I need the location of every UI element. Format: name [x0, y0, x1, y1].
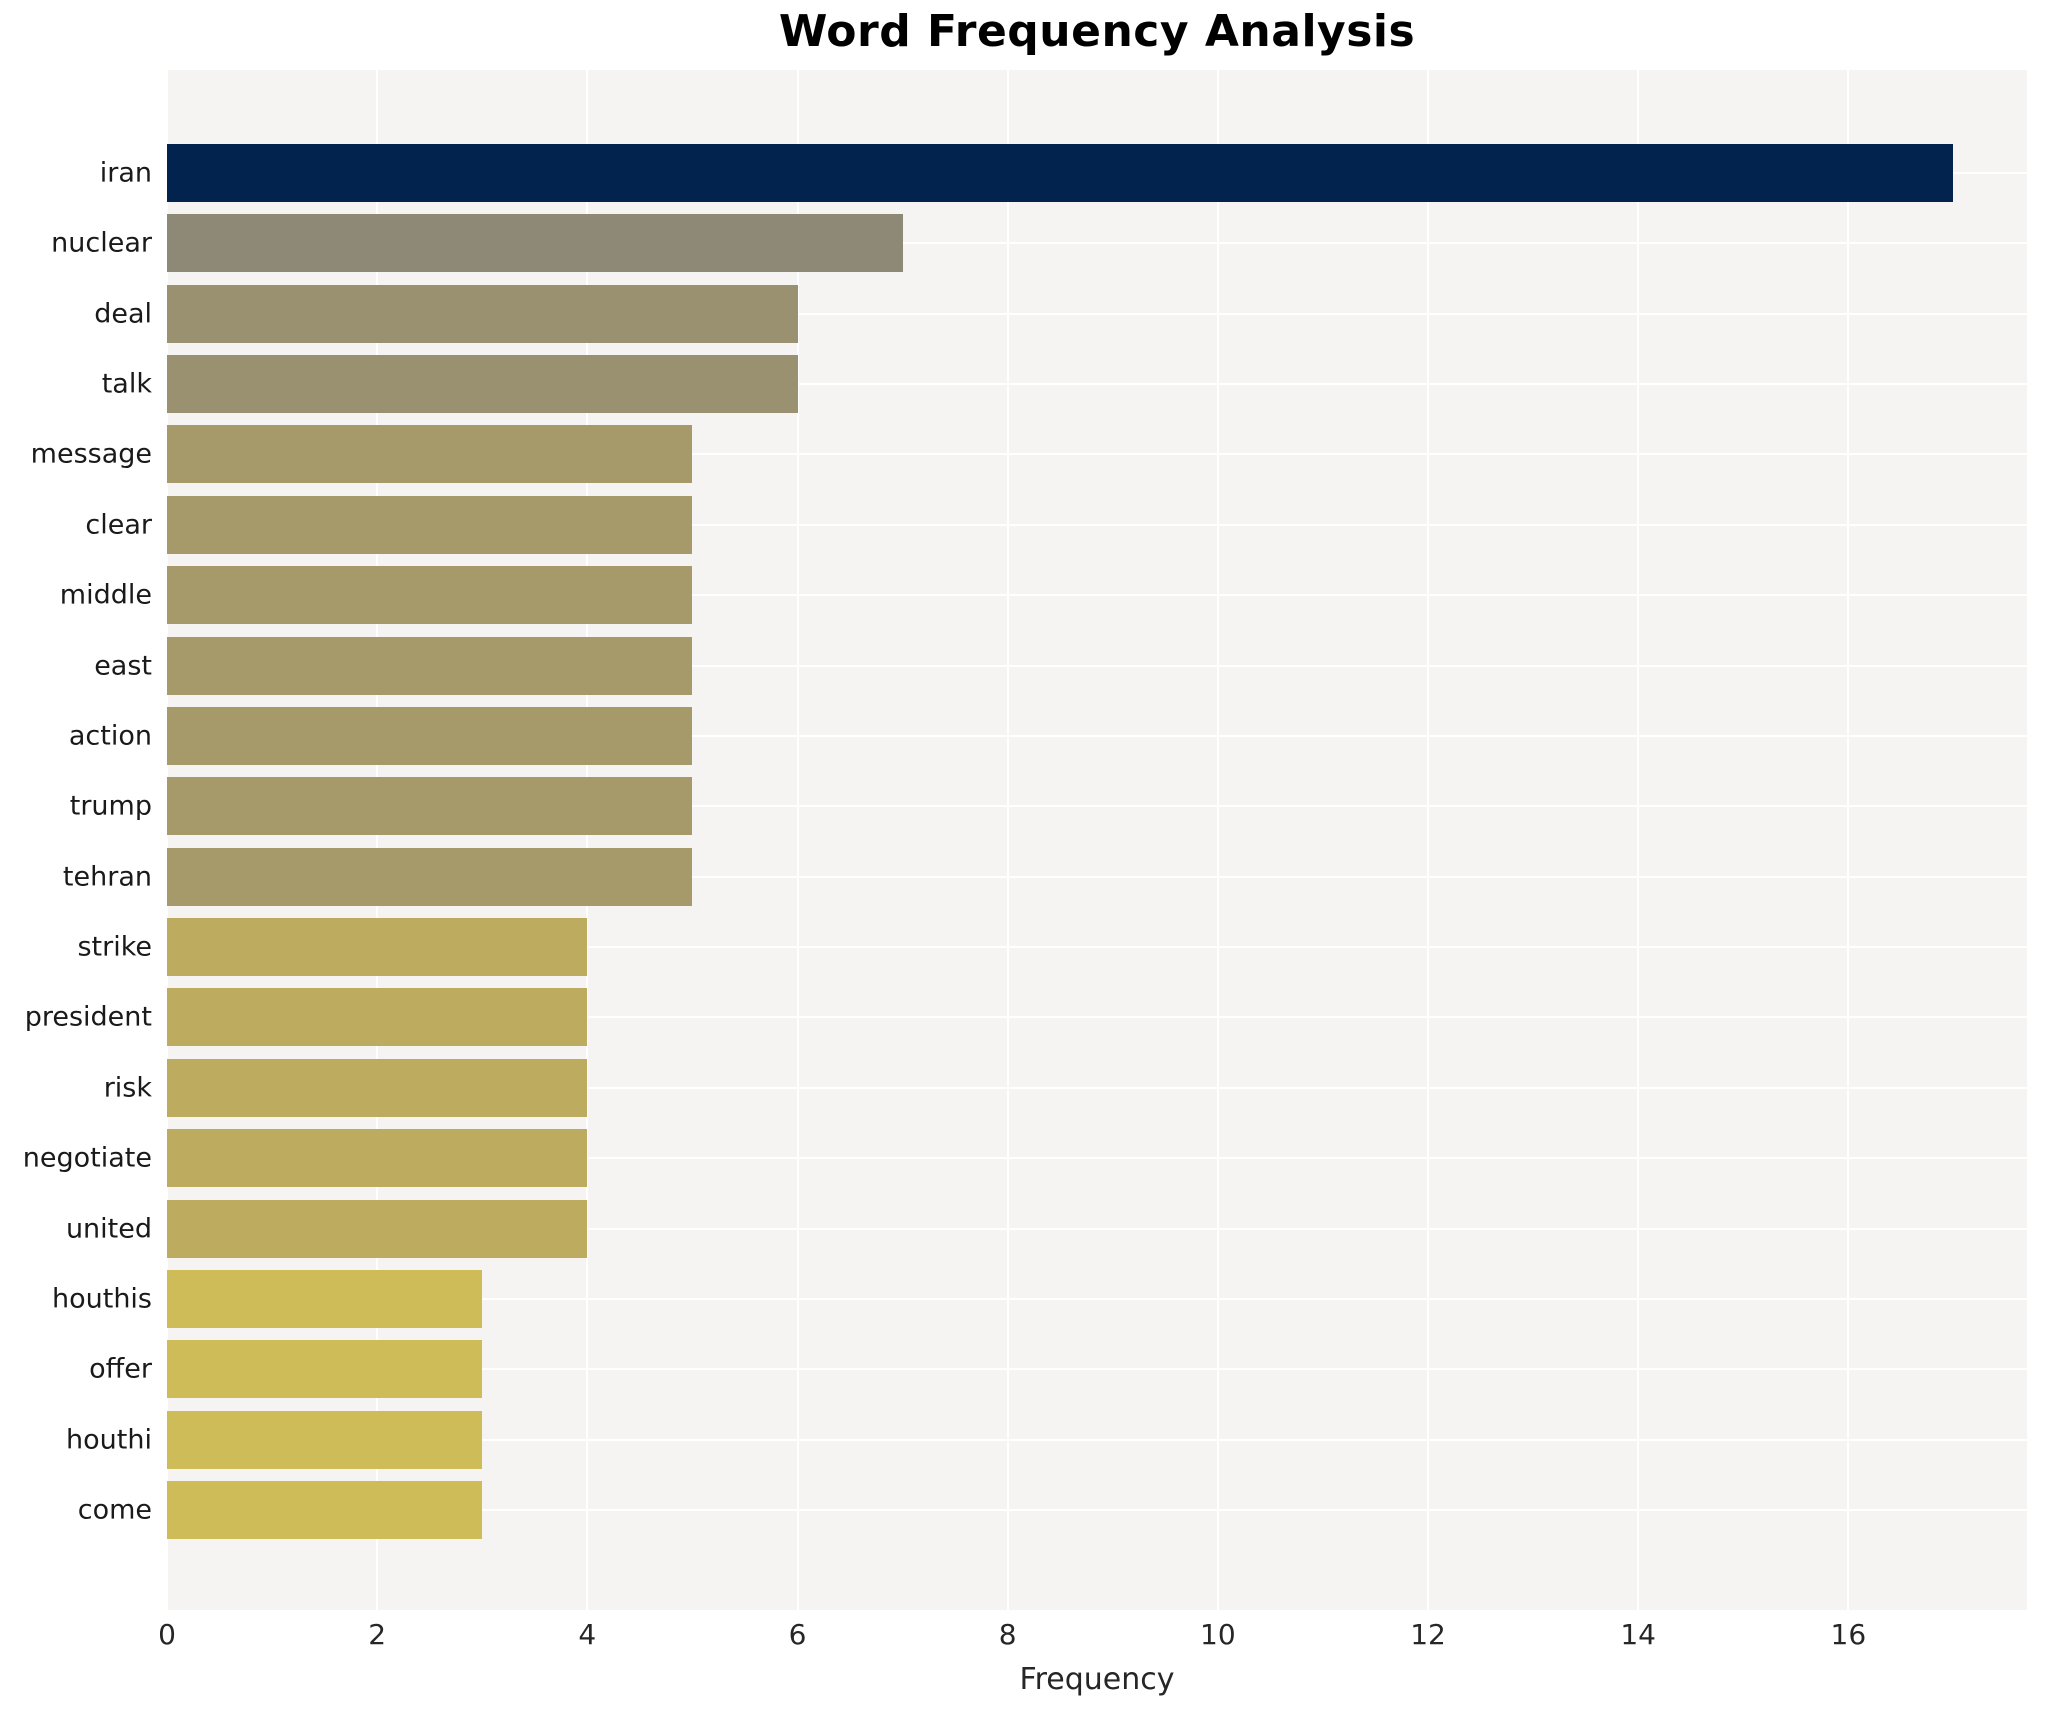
x-tick-label: 2 [368, 1618, 387, 1651]
bar-east [167, 636, 693, 695]
y-tick-label: deal [94, 298, 152, 330]
gridline-vertical [1427, 70, 1430, 1610]
bar-clear [167, 495, 693, 554]
gridline-horizontal [167, 1297, 2027, 1300]
y-tick-label: east [94, 650, 152, 682]
gridline-horizontal [167, 242, 2027, 245]
bar-risk [167, 1058, 588, 1117]
bar-united [167, 1199, 588, 1258]
gridline-horizontal [167, 1086, 2027, 1089]
gridline-horizontal [167, 312, 2027, 315]
plot-area [166, 70, 2027, 1610]
gridline-horizontal [167, 664, 2027, 667]
gridline-horizontal [167, 594, 2027, 597]
x-tick-label: 14 [1620, 1618, 1656, 1651]
bar-strike [167, 918, 588, 977]
y-tick-label: strike [77, 931, 152, 963]
y-tick-label: negotiate [22, 1142, 152, 1174]
gridline-horizontal [167, 1227, 2027, 1230]
chart-title: Word Frequency Analysis [778, 6, 1416, 57]
y-axis-labels: iran nuclear deal talk message clear middle eas… [0, 70, 152, 1610]
gridline-horizontal [167, 875, 2027, 878]
x-tick-label: 16 [1830, 1618, 1867, 1651]
bar-come [167, 1481, 483, 1539]
gridline-horizontal [167, 1509, 2027, 1511]
y-tick-label: clear [85, 509, 152, 541]
y-tick-label: houthi [66, 1424, 152, 1456]
x-axis-ticks: 0 2 4 6 8 10 12 14 16 [158, 1618, 2027, 1658]
x-tick-label: 4 [578, 1618, 597, 1651]
x-tick-label: 8 [998, 1618, 1017, 1651]
bar-president [167, 988, 588, 1047]
y-tick-label: risk [103, 1072, 152, 1104]
gridline-horizontal [167, 453, 2027, 456]
bar-offer [167, 1340, 483, 1399]
bar-houthis [167, 1269, 483, 1328]
y-tick-label: iran [99, 157, 152, 189]
bar-middle [167, 566, 693, 625]
gridline-vertical [376, 70, 379, 1610]
bar-message [167, 425, 693, 484]
gridline-horizontal [167, 946, 2027, 949]
gridline-vertical [1847, 70, 1850, 1610]
y-tick-label: action [68, 720, 152, 752]
bar-talk [167, 355, 798, 414]
bar-iran [167, 144, 1954, 202]
bar-negotiate [167, 1129, 588, 1188]
gridline-horizontal [167, 734, 2027, 737]
gridline-vertical [1637, 70, 1640, 1610]
gridline-horizontal [167, 1368, 2027, 1371]
bar-action [167, 706, 693, 765]
bar-trump [167, 777, 693, 836]
gridline-vertical [586, 70, 589, 1610]
gridline-horizontal [167, 1438, 2027, 1441]
y-tick-label: president [24, 1001, 152, 1033]
y-tick-label: message [30, 438, 152, 470]
gridline-vertical [796, 70, 799, 1610]
gridline-horizontal [167, 1157, 2027, 1160]
gridline-horizontal [167, 383, 2027, 386]
x-tick-label: 0 [158, 1618, 176, 1651]
y-tick-label: come [77, 1494, 152, 1526]
gridline-horizontal [167, 1016, 2027, 1019]
gridline-horizontal [167, 805, 2027, 808]
gridline-vertical [166, 70, 168, 1610]
bar-nuclear [167, 214, 903, 273]
y-tick-label: trump [69, 790, 152, 822]
x-axis-label: Frequency [1019, 1662, 1175, 1697]
bar-deal [167, 284, 798, 343]
y-tick-label: offer [89, 1353, 152, 1385]
y-tick-label: united [65, 1213, 152, 1245]
bar-houthi [167, 1410, 483, 1469]
x-tick-label: 10 [1200, 1618, 1236, 1651]
y-tick-label: houthis [51, 1283, 152, 1315]
gridline-horizontal [167, 523, 2027, 526]
gridline-vertical [1216, 70, 1219, 1610]
x-tick-label: 6 [788, 1618, 807, 1651]
y-tick-label: talk [101, 368, 152, 400]
gridline-vertical [1006, 70, 1009, 1610]
x-tick-label: 12 [1410, 1618, 1446, 1651]
y-tick-label: middle [59, 579, 152, 611]
y-tick-label: tehran [62, 861, 152, 893]
y-tick-label: nuclear [51, 227, 152, 259]
bar-tehran [167, 847, 693, 906]
